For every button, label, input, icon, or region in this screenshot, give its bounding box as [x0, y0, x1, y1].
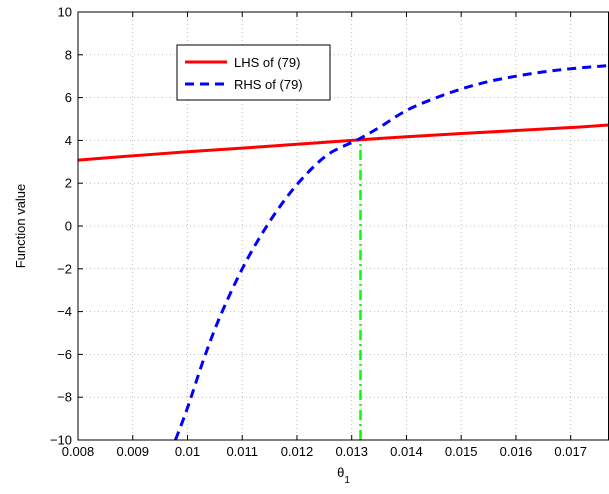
legend: LHS of (79) RHS of (79) — [176, 44, 331, 101]
y-tick-label: −6 — [57, 347, 72, 362]
x-tick-label: 0.011 — [226, 444, 258, 459]
grid — [78, 12, 609, 440]
y-tick-label: −8 — [57, 390, 72, 405]
y-tick-label: 0 — [65, 219, 72, 234]
x-axis-label-main: θ — [337, 465, 344, 480]
x-tick-label: 0.012 — [281, 444, 314, 459]
y-tick-label: −4 — [57, 304, 72, 319]
legend-box — [176, 44, 331, 101]
x-tick-label: 0.013 — [335, 444, 368, 459]
x-tick-label: 0.008 — [62, 444, 95, 459]
x-tick-label: 0.01 — [175, 444, 200, 459]
x-tick-label: 0.017 — [554, 444, 587, 459]
x-tick-label: 0.016 — [500, 444, 533, 459]
y-tick-label: 4 — [65, 133, 72, 148]
y-tick-label: 8 — [65, 47, 72, 62]
x-tick-label: 0.014 — [390, 444, 423, 459]
y-tick-label: 10 — [58, 5, 72, 20]
x-tick-label: 0.009 — [116, 444, 149, 459]
y-tick-label: −2 — [57, 261, 72, 276]
legend-label-lhs: LHS of (79) — [234, 55, 300, 70]
series-line-rhs — [174, 64, 609, 441]
x-axis-label: θ1 — [337, 465, 350, 486]
y-tick-label: 2 — [65, 176, 72, 191]
y-tick-label: −10 — [50, 433, 72, 448]
legend-label-rhs: RHS of (79) — [234, 77, 303, 92]
x-axis-label-subscript: 1 — [344, 475, 350, 486]
y-tick-label: 6 — [65, 90, 72, 105]
x-tick-label: 0.015 — [445, 444, 478, 459]
axis-ticks — [77, 11, 572, 441]
series-group — [77, 64, 609, 441]
y-axis-label: Function value — [13, 184, 28, 269]
tick-labels: 0.008 0.009 0.01 0.011 0.012 0.013 0.014 0.015 0… — [50, 5, 587, 460]
